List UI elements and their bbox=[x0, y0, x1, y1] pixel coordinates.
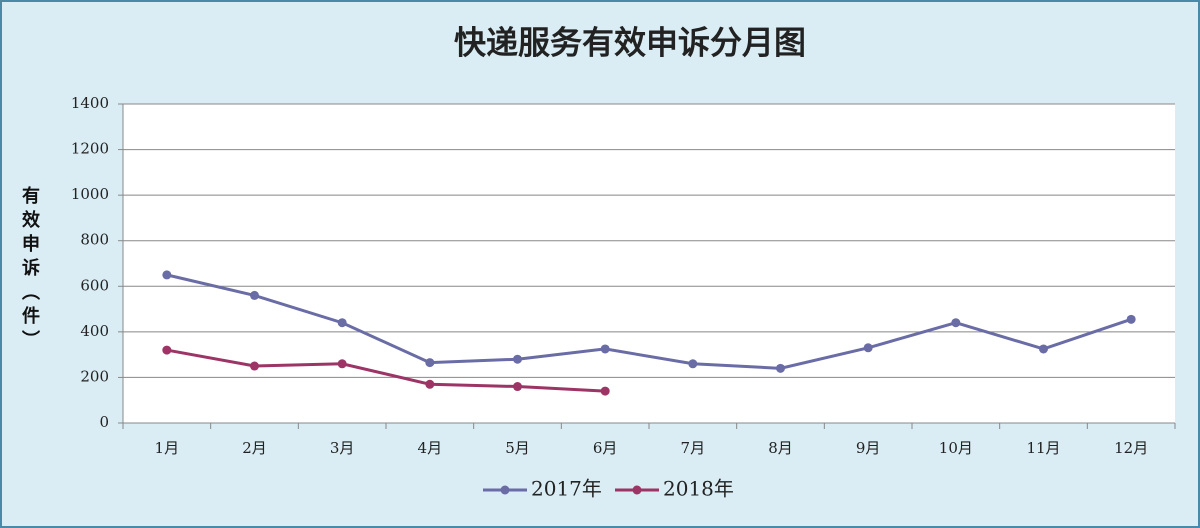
point bbox=[600, 344, 610, 354]
point bbox=[250, 290, 259, 300]
y-tick-label: 1200 bbox=[71, 140, 109, 158]
plot-area bbox=[123, 104, 1175, 423]
x-tick-label: 7月 bbox=[681, 439, 706, 457]
y-axis-label: 有效申诉（件） bbox=[19, 186, 40, 354]
series-line bbox=[166, 348, 606, 393]
y-tick-label: 200 bbox=[80, 367, 109, 385]
point bbox=[600, 386, 610, 396]
point bbox=[951, 318, 961, 328]
x-tick-label: 11月 bbox=[1026, 439, 1060, 457]
point bbox=[250, 361, 259, 371]
point bbox=[1039, 344, 1048, 354]
point bbox=[337, 318, 347, 328]
point bbox=[863, 343, 873, 353]
point bbox=[776, 363, 785, 373]
x-tick-label: 12月 bbox=[1114, 439, 1148, 457]
legend-marker bbox=[500, 485, 510, 495]
y-tick-label: 800 bbox=[80, 231, 109, 249]
point bbox=[425, 379, 435, 389]
x-tick-label: 9月 bbox=[856, 439, 881, 457]
point bbox=[162, 270, 172, 280]
y-tick-label: 400 bbox=[80, 322, 109, 340]
x-tick-label: 4月 bbox=[418, 439, 443, 457]
point bbox=[1126, 314, 1136, 324]
point bbox=[688, 359, 698, 369]
x-tick-label: 2月 bbox=[242, 439, 267, 457]
point bbox=[513, 354, 522, 364]
point bbox=[513, 382, 522, 392]
x-tick-label: 5月 bbox=[505, 439, 530, 457]
chart-title: 快递服务有效申诉分月图 bbox=[454, 24, 806, 62]
point bbox=[162, 345, 172, 355]
point bbox=[425, 358, 435, 368]
y-tick-label: 1400 bbox=[71, 94, 109, 112]
x-tick-label: 6月 bbox=[593, 439, 618, 457]
point bbox=[337, 359, 347, 369]
x-tick-label: 3月 bbox=[330, 439, 355, 457]
y-tick-label: 600 bbox=[80, 276, 109, 294]
y-tick-label: 1000 bbox=[71, 185, 109, 203]
x-tick-label: 10月 bbox=[939, 439, 973, 457]
y-tick-label: 0 bbox=[99, 413, 109, 431]
x-tick-label: 8月 bbox=[768, 439, 793, 457]
legend-label: 2017年 bbox=[531, 477, 602, 501]
legend-label: 2018年 bbox=[663, 477, 734, 501]
series-line bbox=[166, 273, 1132, 370]
x-tick-label: 1月 bbox=[155, 439, 180, 457]
legend-marker bbox=[632, 485, 642, 495]
